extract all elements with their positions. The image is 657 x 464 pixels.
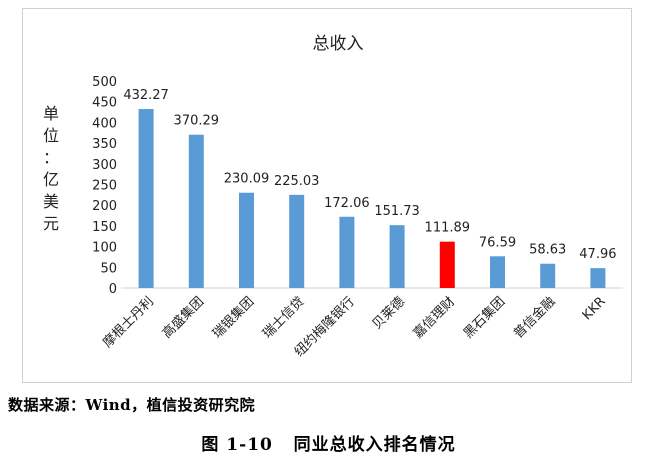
x-tick-label: 黑石集团: [460, 294, 508, 342]
bar: [289, 194, 305, 288]
bar: [540, 263, 556, 288]
chart-title: 总收入: [313, 34, 364, 54]
data-label: 58.63: [529, 243, 566, 258]
figure-caption: 图 1-10 同业总收入排名情况: [201, 435, 456, 455]
bar: [188, 134, 204, 288]
y-tick-label: 150: [92, 220, 117, 235]
x-tick-label: 摩根士丹利: [100, 294, 157, 351]
x-tick-label: KKR: [580, 294, 609, 323]
data-label: 225.03: [274, 174, 320, 189]
data-label: 151.73: [374, 204, 420, 219]
bar: [490, 256, 505, 288]
y-tick-label: 200: [92, 199, 117, 214]
chart-frame: 总收入单位：亿美元 0 50 100 150 200 250 300 350 400 450 500 4…: [22, 8, 632, 383]
y-tick-label: 250: [92, 179, 117, 194]
y-tick-label: 300: [92, 158, 117, 173]
y-tick-label: 500: [92, 75, 117, 90]
bar: [239, 192, 254, 288]
x-tick-label: 瑞银集团: [209, 294, 257, 342]
x-tick-label: 贝莱德: [370, 294, 408, 332]
data-label: 370.29: [174, 114, 220, 129]
data-label: 111.89: [425, 221, 471, 236]
y-tick-label: 400: [92, 116, 117, 131]
data-label: 76.59: [479, 235, 516, 250]
bar: [389, 225, 405, 288]
y-tick-label: 450: [92, 96, 117, 111]
bar: [590, 268, 606, 288]
data-label: 432.27: [123, 88, 169, 103]
bar: [439, 241, 455, 288]
data-source-note: 数据来源：Wind，植信投资研究院: [8, 396, 256, 414]
x-tick-label: 高盛集团: [159, 294, 207, 342]
x-tick-label: 嘉信理财: [411, 294, 458, 341]
x-tick-label: 瑞士信贷: [260, 294, 307, 341]
bar: [339, 216, 355, 288]
data-label: 172.06: [324, 196, 370, 211]
y-tick-label: 100: [92, 241, 117, 256]
x-tick-label: 普信金融: [510, 294, 558, 342]
y-tick-label: 350: [92, 137, 117, 152]
data-label: 47.96: [579, 247, 616, 262]
y-tick-label: 50: [100, 261, 117, 276]
bar: [138, 109, 154, 288]
data-label: 230.09: [224, 172, 270, 187]
y-axis-label: 单位：亿美元: [43, 104, 59, 233]
y-tick-label: 0: [109, 282, 117, 297]
